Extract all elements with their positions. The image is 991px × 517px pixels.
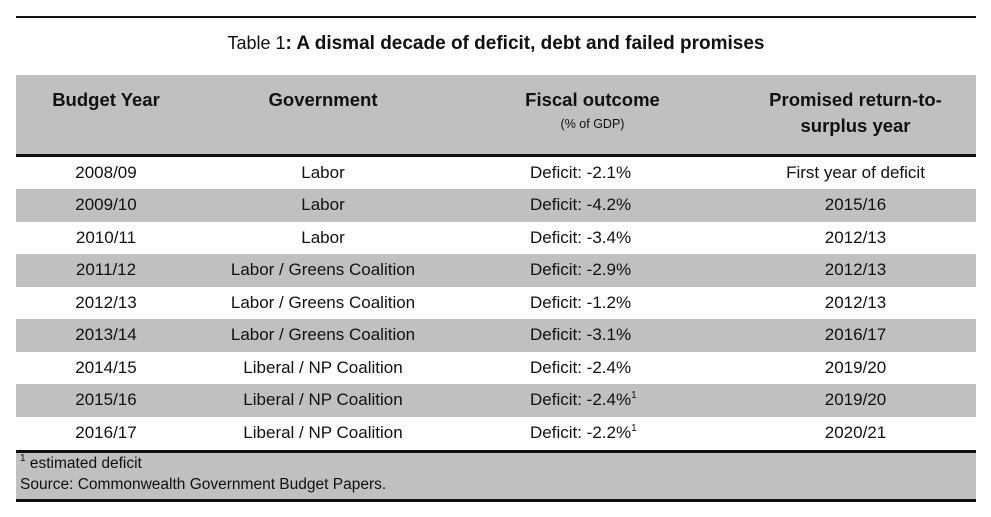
table-row: 2010/11 Labor Deficit: -3.4% 2012/13 <box>16 222 976 255</box>
cell-outcome: Deficit: -2.2%1 <box>450 417 735 450</box>
cell-promised: First year of deficit <box>786 162 925 182</box>
cell-government: Labor <box>301 227 345 247</box>
table-row: 2011/12 Labor / Greens Coalition Deficit: … <box>16 254 976 287</box>
cell-promised: 2012/13 <box>824 292 887 312</box>
cell-government: Labor / Greens Coalition <box>230 325 416 345</box>
cell-outcome: Deficit: -2.1% <box>450 155 735 189</box>
outcome-value: Deficit: -2.4% <box>530 357 632 377</box>
cell-outcome: Deficit: -3.1% <box>450 319 735 352</box>
deficit-table: Budget Year Government Fiscal outcome (% … <box>16 75 976 449</box>
header-government: Government <box>196 75 450 157</box>
cell-outcome: Deficit: -2.4% <box>450 352 735 385</box>
footnote-ref: 1 <box>631 422 637 434</box>
table-row: 2008/09 Labor Deficit: -2.1% First year of … <box>16 155 976 189</box>
outcome-value: Deficit: -3.1% <box>530 325 632 345</box>
outcome-value: Deficit: -2.9% <box>530 260 632 280</box>
cell-government: Labor / Greens Coalition <box>230 260 416 280</box>
footnote-text: estimated deficit <box>25 455 142 472</box>
table-row: 2014/15 Liberal / NP Coalition Deficit: -2… <box>16 352 976 385</box>
footnote: 1 estimated deficit <box>16 453 976 474</box>
cell-year: 2008/09 <box>75 162 137 182</box>
cell-outcome: Deficit: -1.2% <box>450 287 735 320</box>
outcome-value: Deficit: -1.2% <box>530 292 632 312</box>
cell-promised: 2015/16 <box>824 195 887 215</box>
cell-promised: 2019/20 <box>824 357 887 377</box>
header-fiscal-outcome-unit: (% of GDP) <box>560 117 625 131</box>
cell-promised: 2020/21 <box>824 422 887 442</box>
table-row: 2015/16 Liberal / NP Coalition Deficit: -2… <box>16 384 976 417</box>
table-title-text: : A dismal decade of deficit, debt and f… <box>285 33 765 54</box>
cell-year: 2016/17 <box>75 422 137 442</box>
table-row: 2012/13 Labor / Greens Coalition Deficit: … <box>16 287 976 320</box>
cell-government: Labor <box>301 162 345 182</box>
cell-outcome: Deficit: -3.4% <box>450 222 735 255</box>
cell-year: 2011/12 <box>75 260 137 280</box>
cell-promised: 2016/17 <box>824 325 887 345</box>
table-row: 2016/17 Liberal / NP Coalition Deficit: -2… <box>16 417 976 450</box>
cell-government: Liberal / NP Coalition <box>243 390 403 410</box>
outcome-value: Deficit: -3.4% <box>530 227 632 247</box>
footnote-mark: 1 <box>20 453 26 464</box>
top-rule <box>16 16 976 18</box>
header-fiscal-outcome: Fiscal outcome (% of GDP) <box>450 75 735 157</box>
cell-year: 2015/16 <box>75 390 137 410</box>
outcome-value: Deficit: -2.4% <box>530 390 632 410</box>
table-title-prefix: Table 1 <box>227 33 286 53</box>
source-note: Source: Commonwealth Government Budget P… <box>20 476 387 493</box>
header-fiscal-outcome-label: Fiscal outcome <box>525 89 660 110</box>
cell-outcome: Deficit: -2.4%1 <box>450 384 735 417</box>
cell-outcome: Deficit: -2.9% <box>450 254 735 287</box>
cell-year: 2009/10 <box>75 195 137 215</box>
table-title: Table 1: A dismal decade of deficit, deb… <box>16 33 976 55</box>
outcome-value: Deficit: -2.1% <box>530 162 632 182</box>
cell-government: Labor <box>301 195 345 215</box>
outcome-value: Deficit: -2.2% <box>530 422 632 442</box>
cell-year: 2013/14 <box>75 325 137 345</box>
cell-outcome: Deficit: -4.2% <box>450 189 735 222</box>
header-row: Budget Year Government Fiscal outcome (% … <box>16 75 976 157</box>
table-row: 2013/14 Labor / Greens Coalition Deficit: … <box>16 319 976 352</box>
cell-year: 2012/13 <box>75 292 137 312</box>
cell-promised: 2012/13 <box>824 260 887 280</box>
footnote-box: 1 estimated deficit Source: Commonwealth… <box>16 450 976 502</box>
header-promised-surplus: Promised return-to-surplus year <box>735 75 976 157</box>
cell-government: Liberal / NP Coalition <box>243 422 403 442</box>
outcome-value: Deficit: -4.2% <box>530 195 632 215</box>
cell-promised: 2019/20 <box>824 390 887 410</box>
footnote-ref: 1 <box>631 390 637 402</box>
cell-promised: 2012/13 <box>824 227 887 247</box>
cell-government: Liberal / NP Coalition <box>243 357 403 377</box>
table-row: 2009/10 Labor Deficit: -4.2% 2015/16 <box>16 189 976 222</box>
header-budget-year: Budget Year <box>16 75 196 157</box>
cell-year: 2014/15 <box>75 357 137 377</box>
cell-year: 2010/11 <box>75 227 137 247</box>
cell-government: Labor / Greens Coalition <box>230 292 416 312</box>
